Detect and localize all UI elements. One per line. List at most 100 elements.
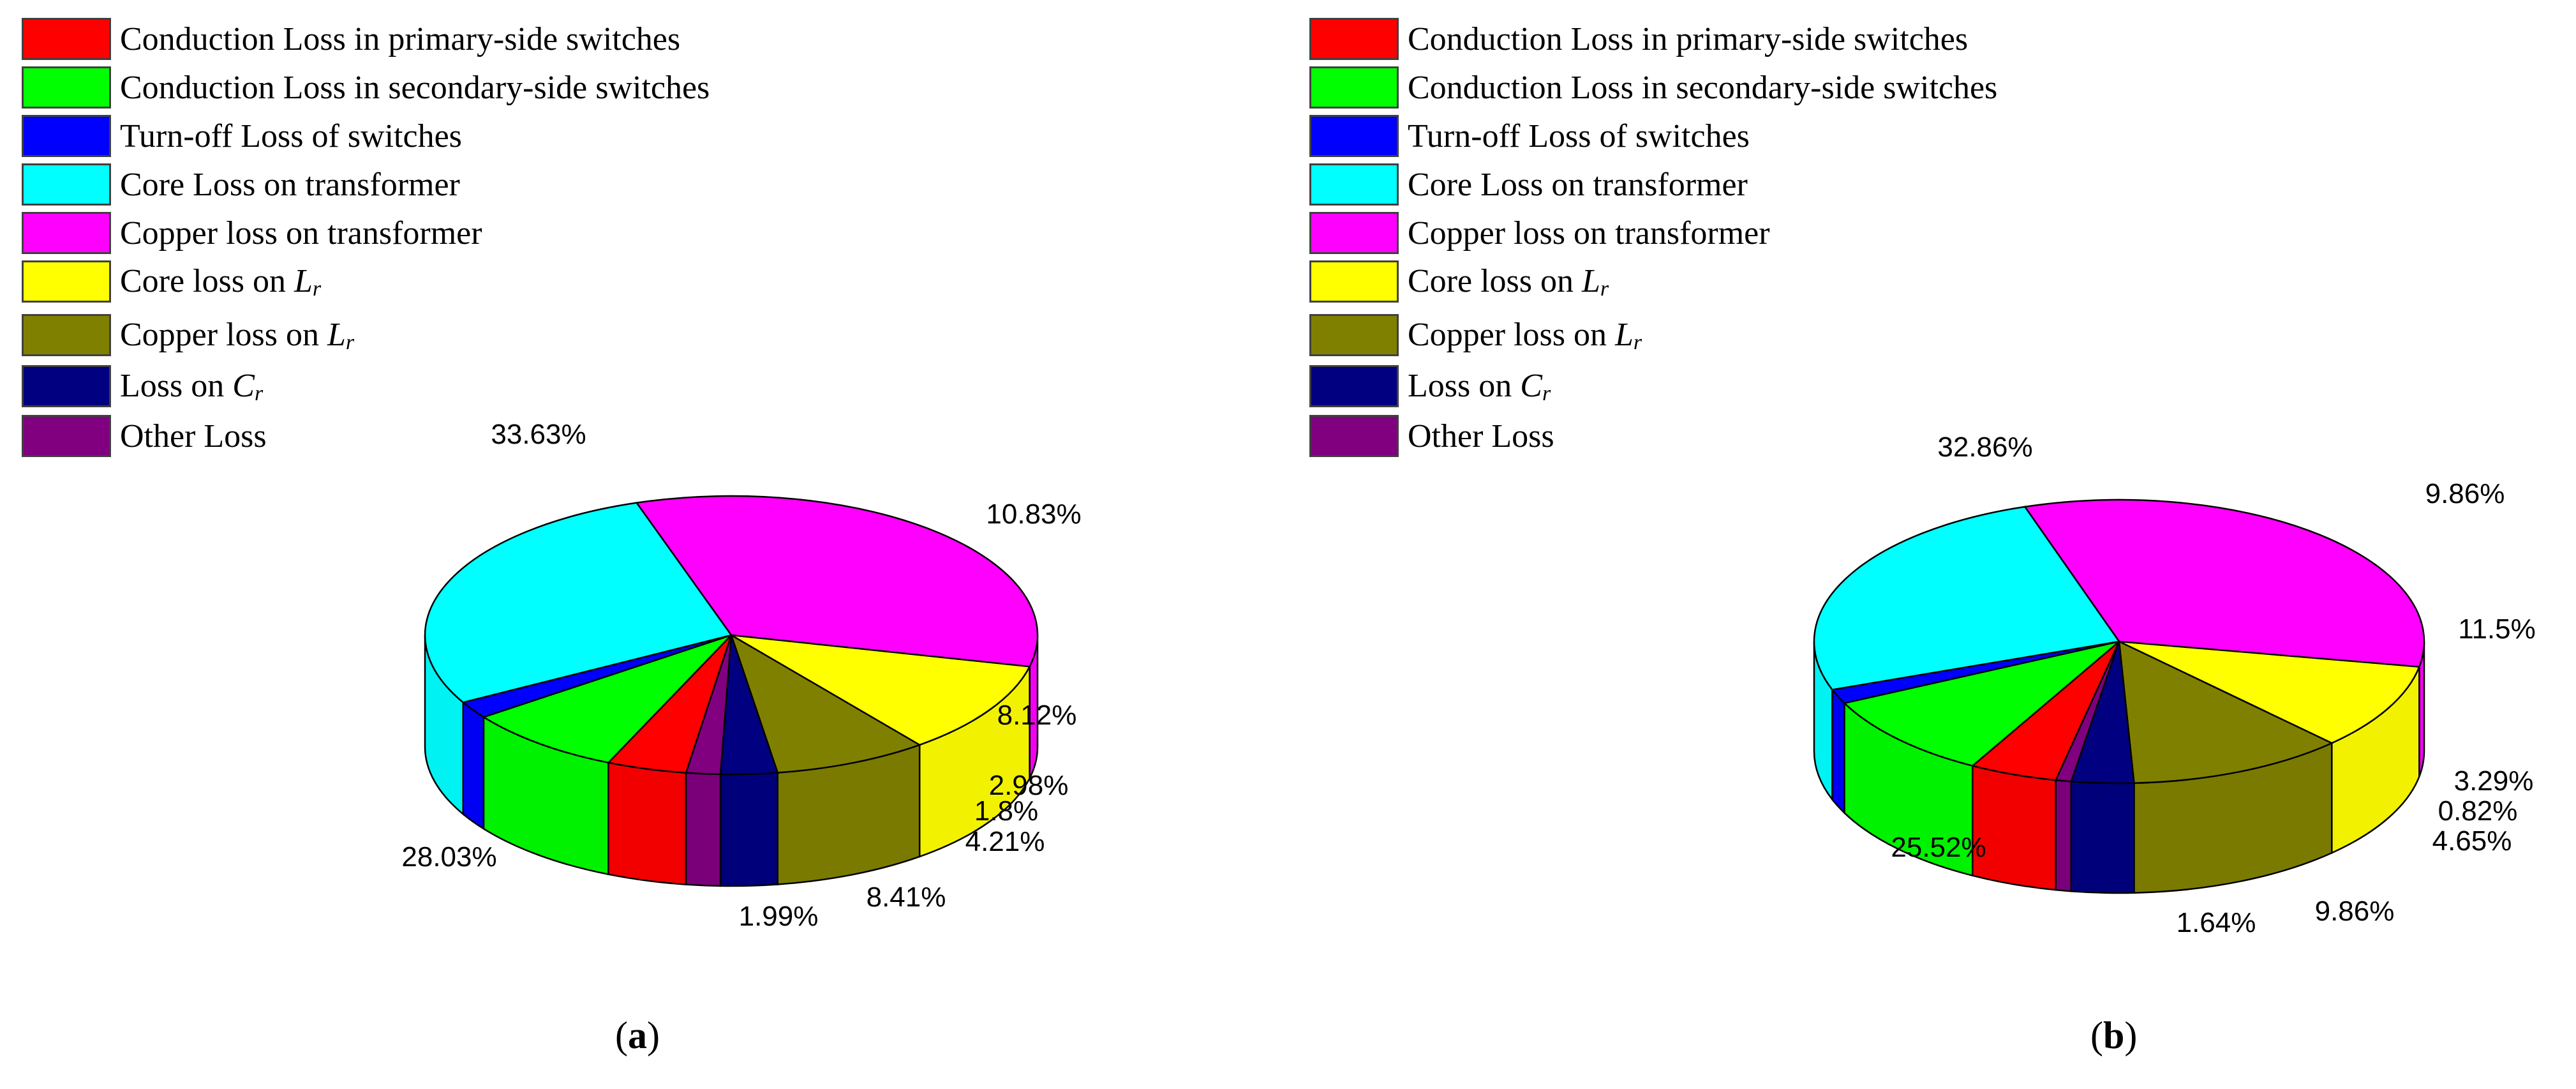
legend-subscript: r [1633, 330, 1642, 354]
pie-slice-core_lr [2118, 640, 2421, 744]
pie-label-copper_lr: 8.12% [997, 700, 1077, 731]
legend-item-core_tx: Core Loss on transformer [22, 162, 460, 207]
pie-side-other [685, 772, 722, 887]
legend-swatch [1309, 260, 1399, 303]
legend-label-text: Conduction Loss in secondary-side switch… [120, 69, 710, 106]
pie-label-loss_cr: 3.29% [2454, 765, 2534, 797]
legend-swatch [22, 163, 111, 206]
legend-subscript: r [1600, 276, 1609, 301]
legend-item-turnoff: Turn-off Loss of switches [22, 114, 462, 158]
legend-label-text: Core loss on [1408, 262, 1582, 299]
pie-side-other [2055, 779, 2073, 892]
pie-label-copper_tx: 32.86% [1937, 432, 2032, 463]
legend-swatch [1309, 212, 1399, 254]
legend-item-loss_cr: Loss on Cr [1309, 364, 1551, 409]
legend-swatch [22, 365, 111, 407]
legend-label: Core Loss on transformer [120, 166, 460, 204]
pie-side-cond_primary [1972, 765, 2057, 891]
legend-item-cond_secondary: Conduction Loss in secondary-side switch… [1309, 65, 1997, 110]
legend-subscript: r [345, 330, 355, 354]
legend-item-core_lr: Core loss on Lr [1309, 259, 1609, 304]
legend-label: Turn-off Loss of switches [120, 117, 462, 155]
legend-label-text: Copper loss on [120, 316, 327, 353]
legend-label: Copper loss on transformer [120, 214, 482, 252]
legend-item-other: Other Loss [1309, 414, 1554, 458]
legend-subscript: r [1542, 381, 1551, 405]
pie-label-other: 0.82% [2438, 795, 2518, 827]
legend-label: Core loss on Lr [1408, 262, 1609, 301]
legend-label-text: Conduction Loss in primary-side switches [120, 20, 681, 57]
legend-swatch [1309, 66, 1399, 109]
legend-item-copper_tx: Copper loss on transformer [1309, 211, 1770, 255]
legend-label-text: Copper loss on [1408, 316, 1615, 353]
legend-symbol: L [294, 262, 313, 299]
pie-label-cond_primary: 4.65% [2432, 825, 2512, 857]
pie-slice-core_lr [731, 634, 1031, 746]
legend-label-text: Core Loss on transformer [1408, 166, 1748, 203]
legend-item-cond_primary: Conduction Loss in primary-side switches [1309, 17, 1968, 61]
legend-swatch [1309, 415, 1399, 457]
legend-swatch [22, 18, 111, 60]
legend-item-core_lr: Core loss on Lr [22, 259, 321, 304]
legend-swatch [22, 212, 111, 254]
caption-letter-a: a [627, 1014, 647, 1056]
caption-a: (a) [615, 1014, 660, 1056]
pie-side-cond_primary [607, 762, 687, 885]
legend-item-cond_secondary: Conduction Loss in secondary-side switch… [22, 65, 710, 110]
legend-label: Copper loss on Lr [120, 316, 354, 355]
legend-label-text: Turn-off Loss of switches [120, 117, 462, 154]
pie-label-cond_secondary: 8.41% [867, 882, 946, 913]
legend-label-text: Copper loss on transformer [1408, 214, 1770, 252]
legend-label-text: Conduction Loss in secondary-side switch… [1408, 69, 1998, 106]
legend-label-text: Core loss on [120, 262, 294, 299]
legend-swatch [22, 115, 111, 157]
pie-label-copper_lr: 11.5% [2458, 613, 2536, 645]
pie-chart-a: 33.63% 10.83% 8.12% 2.98%1.8%4.21% 8.41% 1.99… [401, 419, 1081, 932]
legend-item-loss_cr: Loss on Cr [22, 364, 263, 409]
legend-subscript: r [312, 276, 322, 301]
legend-label-text: Other Loss [120, 417, 267, 454]
legend-label: Conduction Loss in secondary-side switch… [120, 69, 710, 107]
pie-side-loss_cr [2070, 780, 2135, 894]
chart-panel-b: Conduction Loss in primary-side switches… [1288, 0, 2575, 1089]
pie-side-turnoff [462, 700, 485, 830]
pie-label-cond_secondary: 9.86% [2315, 896, 2395, 927]
legend-item-copper_tx: Copper loss on transformer [22, 211, 482, 255]
legend-item-core_tx: Core Loss on transformer [1309, 162, 1748, 207]
legend-symbol: L [1615, 316, 1634, 353]
legend-label: Other Loss [1408, 417, 1554, 455]
pie-side-turnoff [1831, 687, 1845, 815]
legend-swatch [1309, 163, 1399, 206]
caption-b: (b) [2090, 1014, 2138, 1056]
legend-swatch [22, 314, 111, 356]
pie-slice-copper_tx [635, 495, 1039, 668]
pie-chart-b: 32.86% 9.86% 11.5% 3.29%0.82%4.65% 9.86% 1.64… [1813, 432, 2536, 938]
pie-label-turnoff: 1.64% [2177, 907, 2256, 938]
pie-slice-copper_tx [2023, 499, 2425, 668]
legend-swatch [22, 415, 111, 457]
legend-label: Other Loss [120, 417, 267, 455]
legend-label-text: Loss on [120, 367, 233, 404]
legend-label: Loss on Cr [1408, 367, 1551, 406]
legend-symbol: C [232, 367, 255, 404]
legend-symbol: C [1520, 367, 1542, 404]
legend-item-cond_primary: Conduction Loss in primary-side switches [22, 17, 680, 61]
legend-swatch [22, 66, 111, 109]
legend-label-text: Copper loss on transformer [120, 214, 482, 252]
legend-label-text: Core Loss on transformer [120, 166, 460, 203]
pie-label-cond_primary: 4.21% [965, 826, 1045, 857]
chart-panel-a: Conduction Loss in primary-side switches… [22, 17, 1082, 1056]
legend-label: Loss on Cr [120, 367, 263, 406]
pie-label-core_lr: 9.86% [2425, 478, 2505, 509]
legend-swatch [22, 260, 111, 303]
pie-slice-core_tx [424, 502, 733, 703]
legend-label: Conduction Loss in secondary-side switch… [1408, 69, 1997, 107]
legend-label-text: Conduction Loss in primary-side switches [1408, 20, 1969, 57]
legend-label: Conduction Loss in primary-side switches [120, 20, 680, 58]
legend-label: Conduction Loss in primary-side switches [1408, 20, 1968, 58]
legend-label: Copper loss on transformer [1408, 214, 1770, 252]
legend-subscript: r [254, 381, 264, 405]
legend-item-copper_lr: Copper loss on Lr [1309, 313, 1642, 357]
pie-slice-copper_lr [2118, 640, 2334, 785]
legend-symbol: L [327, 316, 346, 353]
